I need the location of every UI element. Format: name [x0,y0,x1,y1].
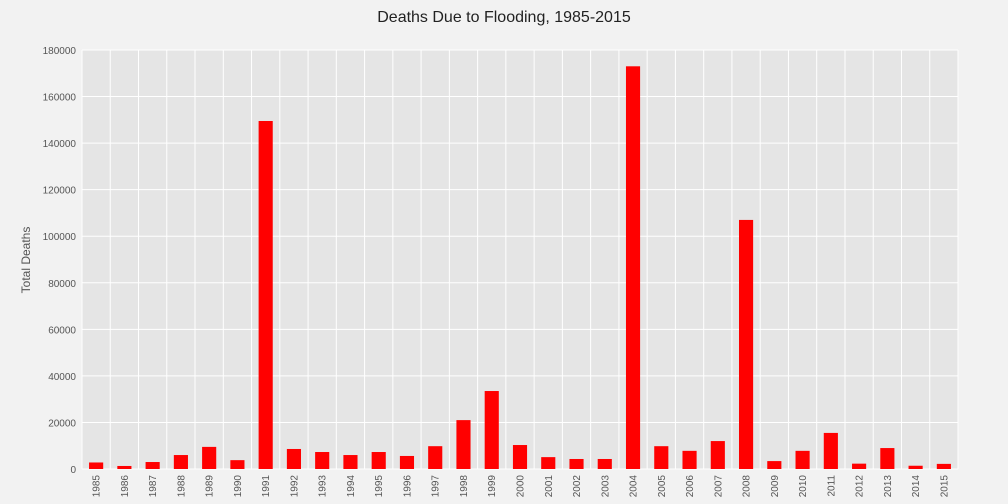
x-tick-label: 1987 [148,475,159,498]
x-tick-label: 2009 [770,475,781,498]
x-tick-label: 2012 [855,475,866,498]
bar-1990 [230,460,245,469]
y-tick-label: 20000 [48,418,76,429]
x-tick-label: 1985 [92,475,103,498]
bar-2012 [852,463,867,469]
x-tick-label: 2014 [911,475,922,498]
x-tick-label: 1999 [487,475,498,498]
bar-2006 [682,450,697,469]
x-tick-label: 2007 [713,475,724,498]
x-tick-label: 1993 [318,475,329,498]
x-tick-label: 1988 [176,475,187,498]
x-tick-label: 1986 [120,475,131,498]
bar-2004 [625,66,641,470]
x-tick-label: 2002 [572,475,583,498]
bar-2005 [654,446,669,469]
x-tick-label: 2003 [600,475,611,498]
x-tick-label: 2001 [544,475,555,498]
bar-2015 [936,463,951,469]
x-tick-label: 1992 [289,475,300,498]
x-tick-label: 2015 [939,475,950,498]
y-tick-label: 80000 [48,279,76,290]
bar-1989 [202,446,217,469]
y-tick-label: 180000 [43,46,77,57]
bar-2010 [795,450,810,469]
bar-2013 [880,448,895,469]
x-tick-label: 2006 [685,475,696,498]
bar-1999 [484,391,499,469]
y-tick-label: 120000 [43,186,77,197]
x-tick-label: 1997 [431,475,442,498]
bar-1985 [89,462,104,469]
x-tick-label: 1991 [261,475,272,498]
bar-1987 [145,462,160,469]
y-tick-label: 160000 [43,93,77,104]
bar-1991 [258,120,273,469]
grid [81,49,959,470]
bar-1998 [456,420,471,469]
x-tick-label: 2005 [657,475,668,498]
x-tick-label: 1998 [459,475,470,498]
bar-2002 [569,458,584,469]
bars [89,66,951,470]
x-tick-label: 2013 [883,475,894,498]
bar-2003 [597,458,612,469]
y-tick-label: 100000 [43,232,77,243]
bar-2000 [512,445,528,469]
bar-1986 [117,465,132,469]
x-axis: 1985 1986 1987 1988 1989 1990 1991 1992 1993 1994… [92,475,951,498]
x-tick-label: 2004 [629,475,640,498]
y-axis-label: Total Deaths [19,227,33,294]
x-tick-label: 2010 [798,475,809,498]
x-tick-label: 1995 [374,475,385,498]
bar-1988 [173,455,188,469]
bar-2014 [908,465,923,469]
bar-1994 [343,455,358,469]
bar-2009 [767,461,782,469]
y-tick-label: 40000 [48,372,76,383]
bar-1992 [286,448,301,469]
bar-1995 [371,452,386,469]
bar-2007 [710,441,725,469]
y-tick-label: 60000 [48,325,76,336]
bar-2001 [541,457,556,469]
bar-2011 [823,432,838,469]
x-tick-label: 2011 [826,475,837,497]
x-tick-label: 2008 [742,475,753,498]
plot-area [82,50,958,469]
y-axis: 0 20000 40000 60000 80000 100000 120000 140000 1… [43,46,77,476]
bar-1997 [428,446,443,469]
x-tick-label: 1994 [346,475,357,498]
x-tick-label: 2000 [516,475,527,498]
x-tick-label: 1990 [233,475,244,498]
x-tick-label: 1989 [205,475,216,498]
bar-1996 [399,455,415,469]
bar-2008 [739,219,754,469]
bar-1993 [315,452,330,469]
x-tick-label: 1996 [402,475,413,498]
y-tick-label: 0 [70,465,76,476]
chart-title: Deaths Due to Flooding, 1985-2015 [377,9,631,26]
y-tick-label: 140000 [43,139,77,150]
